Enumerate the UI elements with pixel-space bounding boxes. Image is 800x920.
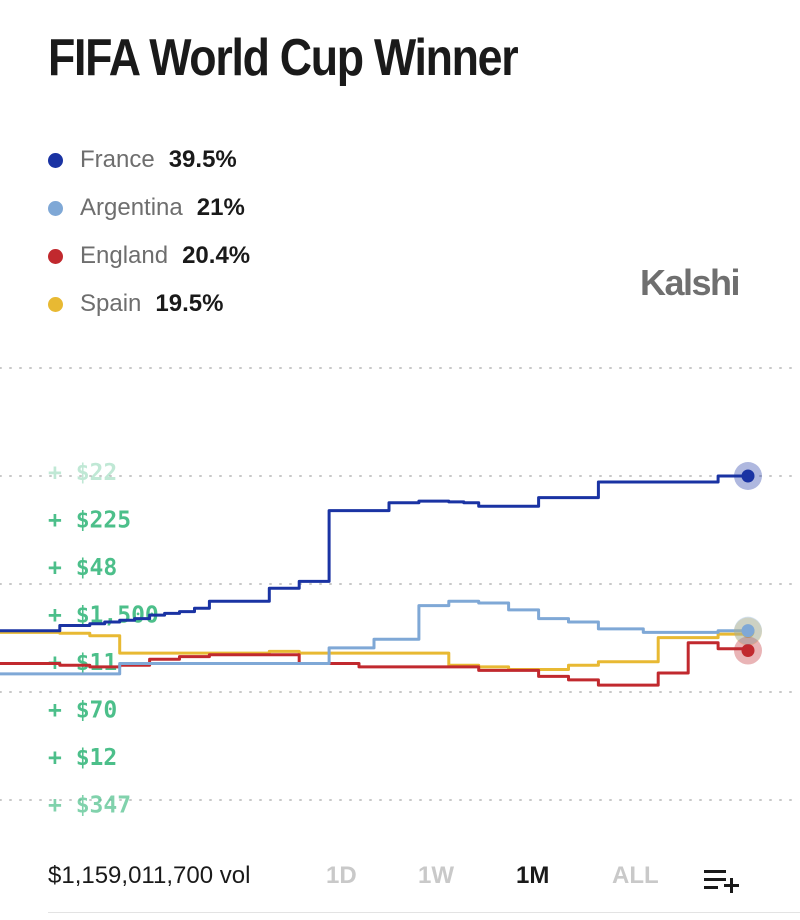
price-chart: + $22+ $225+ $48+ $1,500+ $11+ $70+ $12+… [0,367,800,819]
legend-label: France [80,146,155,173]
chart-endpoints [734,462,762,665]
series-line-argentina [0,599,748,676]
legend-dot-spain [48,296,63,312]
legend-percent: 19.5% [155,290,224,317]
legend-percent: 21% [196,194,245,221]
trade-amount: + $347 [48,793,131,819]
legend-percent: 20.4% [182,242,251,269]
range-button-all[interactable]: ALL [612,862,659,889]
add-to-list-icon[interactable] [704,866,740,894]
legend-item-france[interactable]: France 39.5% [48,136,250,184]
chart-series [0,474,750,687]
endpoint-dot-france [741,469,755,483]
chart-footer: $1,159,011,700 vol 1D 1W 1M ALL [0,850,800,900]
trade-amount: + $12 [48,745,117,771]
trade-amount: + $48 [48,555,117,581]
legend-item-argentina[interactable]: Argentina 21% [48,184,250,232]
volume-label: $1,159,011,700 vol [48,862,251,889]
chart-grid [0,367,800,801]
trade-amount: + $70 [48,698,117,724]
series-line-france [0,474,748,633]
range-button-1m[interactable]: 1M [516,862,550,889]
endpoint-dot-argentina [741,624,755,638]
trade-amount: + $225 [48,508,131,534]
legend-dot-england [48,248,63,264]
divider [48,912,800,913]
endpoint-dot-england [741,644,755,658]
legend: France 39.5% Argentina 21% England 20.4%… [48,136,250,328]
legend-item-spain[interactable]: Spain 19.5% [48,280,250,328]
trade-feed: + $22+ $225+ $48+ $1,500+ $11+ $70+ $12+… [48,460,159,819]
legend-percent: 39.5% [168,146,237,173]
legend-label: Spain [80,290,142,317]
legend-dot-argentina [48,200,63,216]
legend-dot-france [48,152,63,168]
range-button-1w[interactable]: 1W [418,862,454,889]
page-title: FIFA World Cup Winner [48,29,519,87]
legend-label: Argentina [80,194,183,221]
trade-amount: + $22 [48,460,117,486]
legend-item-england[interactable]: England 20.4% [48,232,250,280]
kalshi-logo: Kalshi [640,262,741,303]
series-line-spain [0,630,750,671]
legend-label: England [80,242,169,269]
range-button-1d[interactable]: 1D [326,862,357,889]
